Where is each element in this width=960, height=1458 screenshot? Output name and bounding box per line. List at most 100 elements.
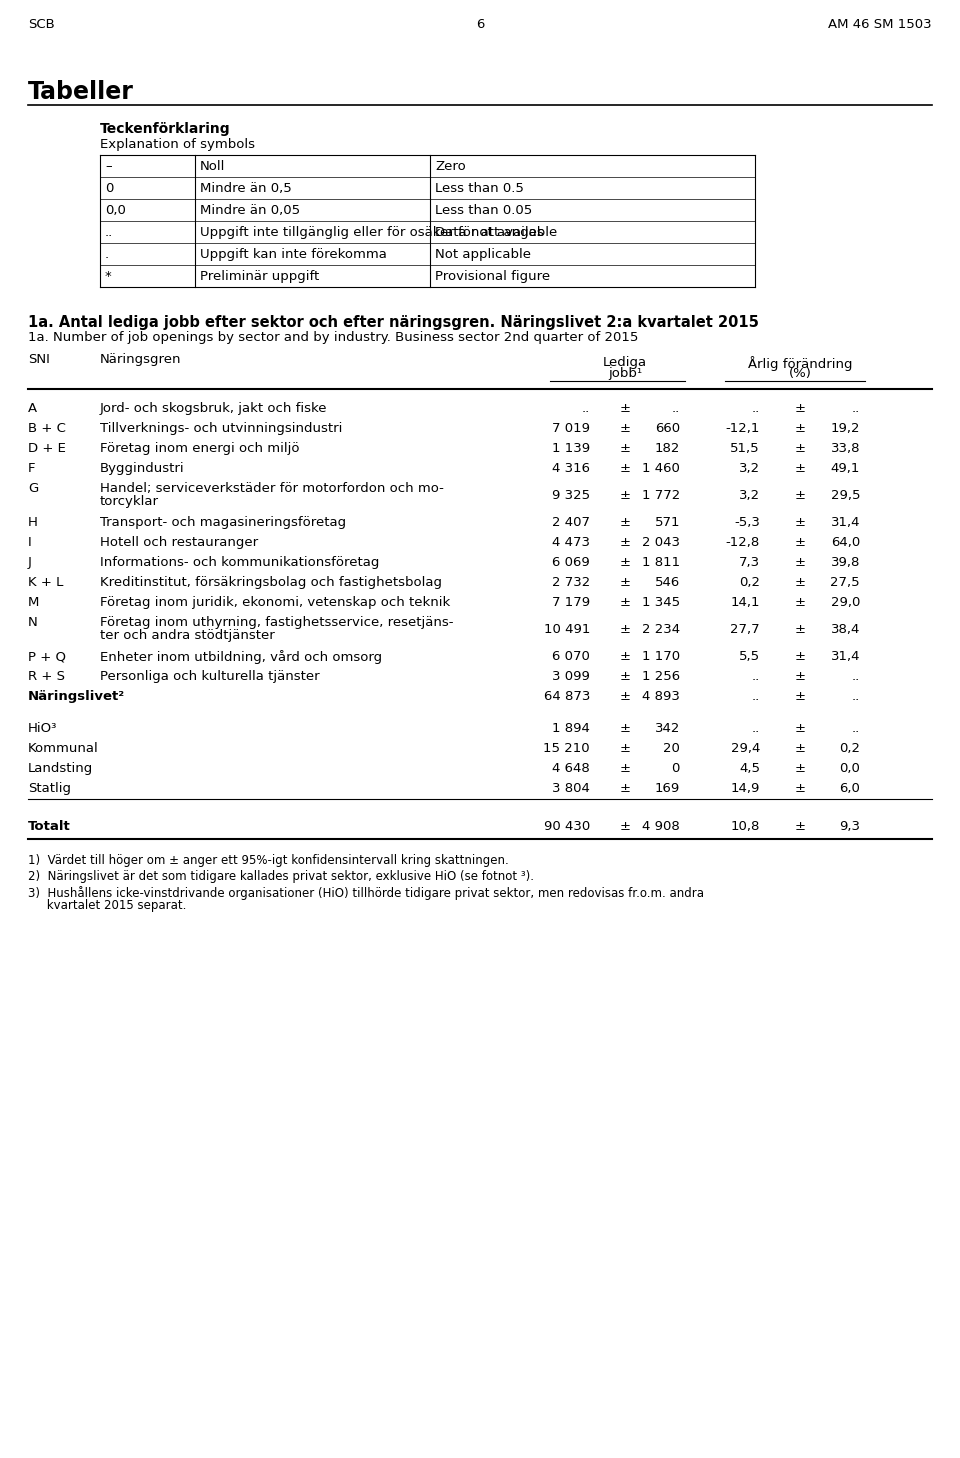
- Text: 2 234: 2 234: [642, 623, 680, 636]
- Text: 1 139: 1 139: [552, 442, 590, 455]
- Text: 49,1: 49,1: [830, 462, 860, 475]
- Text: 4 908: 4 908: [642, 819, 680, 833]
- Text: Handel; serviceverkstäder för motorfordon och mo-: Handel; serviceverkstäder för motorfordo…: [100, 483, 444, 496]
- Text: ±: ±: [619, 690, 631, 703]
- Text: ..: ..: [852, 722, 860, 735]
- Text: 7 179: 7 179: [552, 596, 590, 609]
- Text: ±: ±: [619, 650, 631, 663]
- Text: Explanation of symbols: Explanation of symbols: [100, 139, 255, 152]
- Text: Företag inom juridik, ekonomi, vetenskap och teknik: Företag inom juridik, ekonomi, vetenskap…: [100, 596, 450, 609]
- Text: ±: ±: [619, 555, 631, 569]
- Text: 0: 0: [672, 763, 680, 776]
- Text: 29,5: 29,5: [830, 488, 860, 502]
- Text: Uppgift inte tillgänglig eller för osäker för att anges: Uppgift inte tillgänglig eller för osäke…: [200, 226, 543, 239]
- Text: Årlig förändring: Årlig förändring: [748, 356, 852, 370]
- Text: Data not available: Data not available: [435, 226, 557, 239]
- Text: *: *: [105, 270, 111, 283]
- Text: Personliga och kulturella tjänster: Personliga och kulturella tjänster: [100, 671, 320, 682]
- Text: Mindre än 0,05: Mindre än 0,05: [200, 204, 300, 217]
- Text: ..: ..: [852, 690, 860, 703]
- Text: 6,0: 6,0: [839, 781, 860, 795]
- Text: 6 069: 6 069: [552, 555, 590, 569]
- Text: ±: ±: [619, 402, 631, 416]
- Text: ±: ±: [619, 819, 631, 833]
- Text: 5,5: 5,5: [739, 650, 760, 663]
- Text: 2)  Näringslivet är det som tidigare kallades privat sektor, exklusive HiO (se f: 2) Näringslivet är det som tidigare kall…: [28, 870, 534, 884]
- Text: ..: ..: [752, 722, 760, 735]
- Text: ±: ±: [795, 421, 805, 434]
- Text: F: F: [28, 462, 36, 475]
- Text: 10,8: 10,8: [731, 819, 760, 833]
- Text: 20: 20: [663, 742, 680, 755]
- Text: ±: ±: [619, 488, 631, 502]
- Text: 342: 342: [655, 722, 680, 735]
- Text: Näringsgren: Näringsgren: [100, 353, 181, 366]
- Text: 3,2: 3,2: [739, 488, 760, 502]
- Text: N: N: [28, 615, 37, 628]
- Text: ±: ±: [795, 462, 805, 475]
- Text: 38,4: 38,4: [830, 623, 860, 636]
- Text: Tillverknings- och utvinningsindustri: Tillverknings- och utvinningsindustri: [100, 421, 343, 434]
- Text: Hotell och restauranger: Hotell och restauranger: [100, 537, 258, 550]
- Text: 1 170: 1 170: [642, 650, 680, 663]
- Text: ±: ±: [795, 623, 805, 636]
- Text: ..: ..: [852, 402, 860, 416]
- Text: ±: ±: [795, 819, 805, 833]
- Text: 33,8: 33,8: [830, 442, 860, 455]
- Text: Zero: Zero: [435, 160, 466, 174]
- Text: I: I: [28, 537, 32, 550]
- Text: ..: ..: [852, 671, 860, 682]
- Text: 0,0: 0,0: [105, 204, 126, 217]
- Text: 31,4: 31,4: [830, 516, 860, 529]
- Text: Byggindustri: Byggindustri: [100, 462, 184, 475]
- Text: –: –: [105, 160, 111, 174]
- Text: A: A: [28, 402, 37, 416]
- Text: 1 256: 1 256: [642, 671, 680, 682]
- Text: 6 070: 6 070: [552, 650, 590, 663]
- Text: Kommunal: Kommunal: [28, 742, 99, 755]
- Text: ±: ±: [795, 576, 805, 589]
- Text: ±: ±: [619, 516, 631, 529]
- Text: ±: ±: [795, 516, 805, 529]
- Text: 7 019: 7 019: [552, 421, 590, 434]
- Text: ±: ±: [795, 402, 805, 416]
- Text: ..: ..: [752, 690, 760, 703]
- Text: Totalt: Totalt: [28, 819, 71, 833]
- Text: ±: ±: [795, 596, 805, 609]
- Text: 9 325: 9 325: [552, 488, 590, 502]
- Text: Transport- och magasineringsföretag: Transport- och magasineringsföretag: [100, 516, 347, 529]
- Text: 3 804: 3 804: [552, 781, 590, 795]
- Text: -5,3: -5,3: [734, 516, 760, 529]
- Text: Informations- och kommunikationsföretag: Informations- och kommunikationsföretag: [100, 555, 379, 569]
- Text: 39,8: 39,8: [830, 555, 860, 569]
- Text: Landsting: Landsting: [28, 763, 93, 776]
- Text: 660: 660: [655, 421, 680, 434]
- Text: ±: ±: [795, 690, 805, 703]
- Text: Företag inom uthyrning, fastighetsservice, resetjäns-: Företag inom uthyrning, fastighetsservic…: [100, 615, 453, 628]
- Text: ±: ±: [795, 671, 805, 682]
- Text: Företag inom energi och miljö: Företag inom energi och miljö: [100, 442, 300, 455]
- Text: ±: ±: [795, 537, 805, 550]
- Text: 14,9: 14,9: [731, 781, 760, 795]
- Text: ..: ..: [582, 402, 590, 416]
- Text: ±: ±: [795, 781, 805, 795]
- Text: ±: ±: [619, 442, 631, 455]
- Text: ±: ±: [795, 742, 805, 755]
- Text: 546: 546: [655, 576, 680, 589]
- Text: Less than 0.5: Less than 0.5: [435, 182, 524, 195]
- Text: ±: ±: [619, 671, 631, 682]
- Text: D + E: D + E: [28, 442, 66, 455]
- Text: 29,4: 29,4: [731, 742, 760, 755]
- Text: HiO³: HiO³: [28, 722, 58, 735]
- Text: ..: ..: [752, 671, 760, 682]
- Text: 1 345: 1 345: [642, 596, 680, 609]
- Text: H: H: [28, 516, 37, 529]
- Text: torcyklar: torcyklar: [100, 496, 159, 507]
- Text: ±: ±: [619, 742, 631, 755]
- Text: 2 043: 2 043: [642, 537, 680, 550]
- Text: 1 894: 1 894: [552, 722, 590, 735]
- Text: ±: ±: [795, 763, 805, 776]
- Text: 3,2: 3,2: [739, 462, 760, 475]
- Text: Statlig: Statlig: [28, 781, 71, 795]
- Text: 1a. Antal lediga jobb efter sektor och efter näringsgren. Näringslivet 2:a kvart: 1a. Antal lediga jobb efter sektor och e…: [28, 315, 758, 330]
